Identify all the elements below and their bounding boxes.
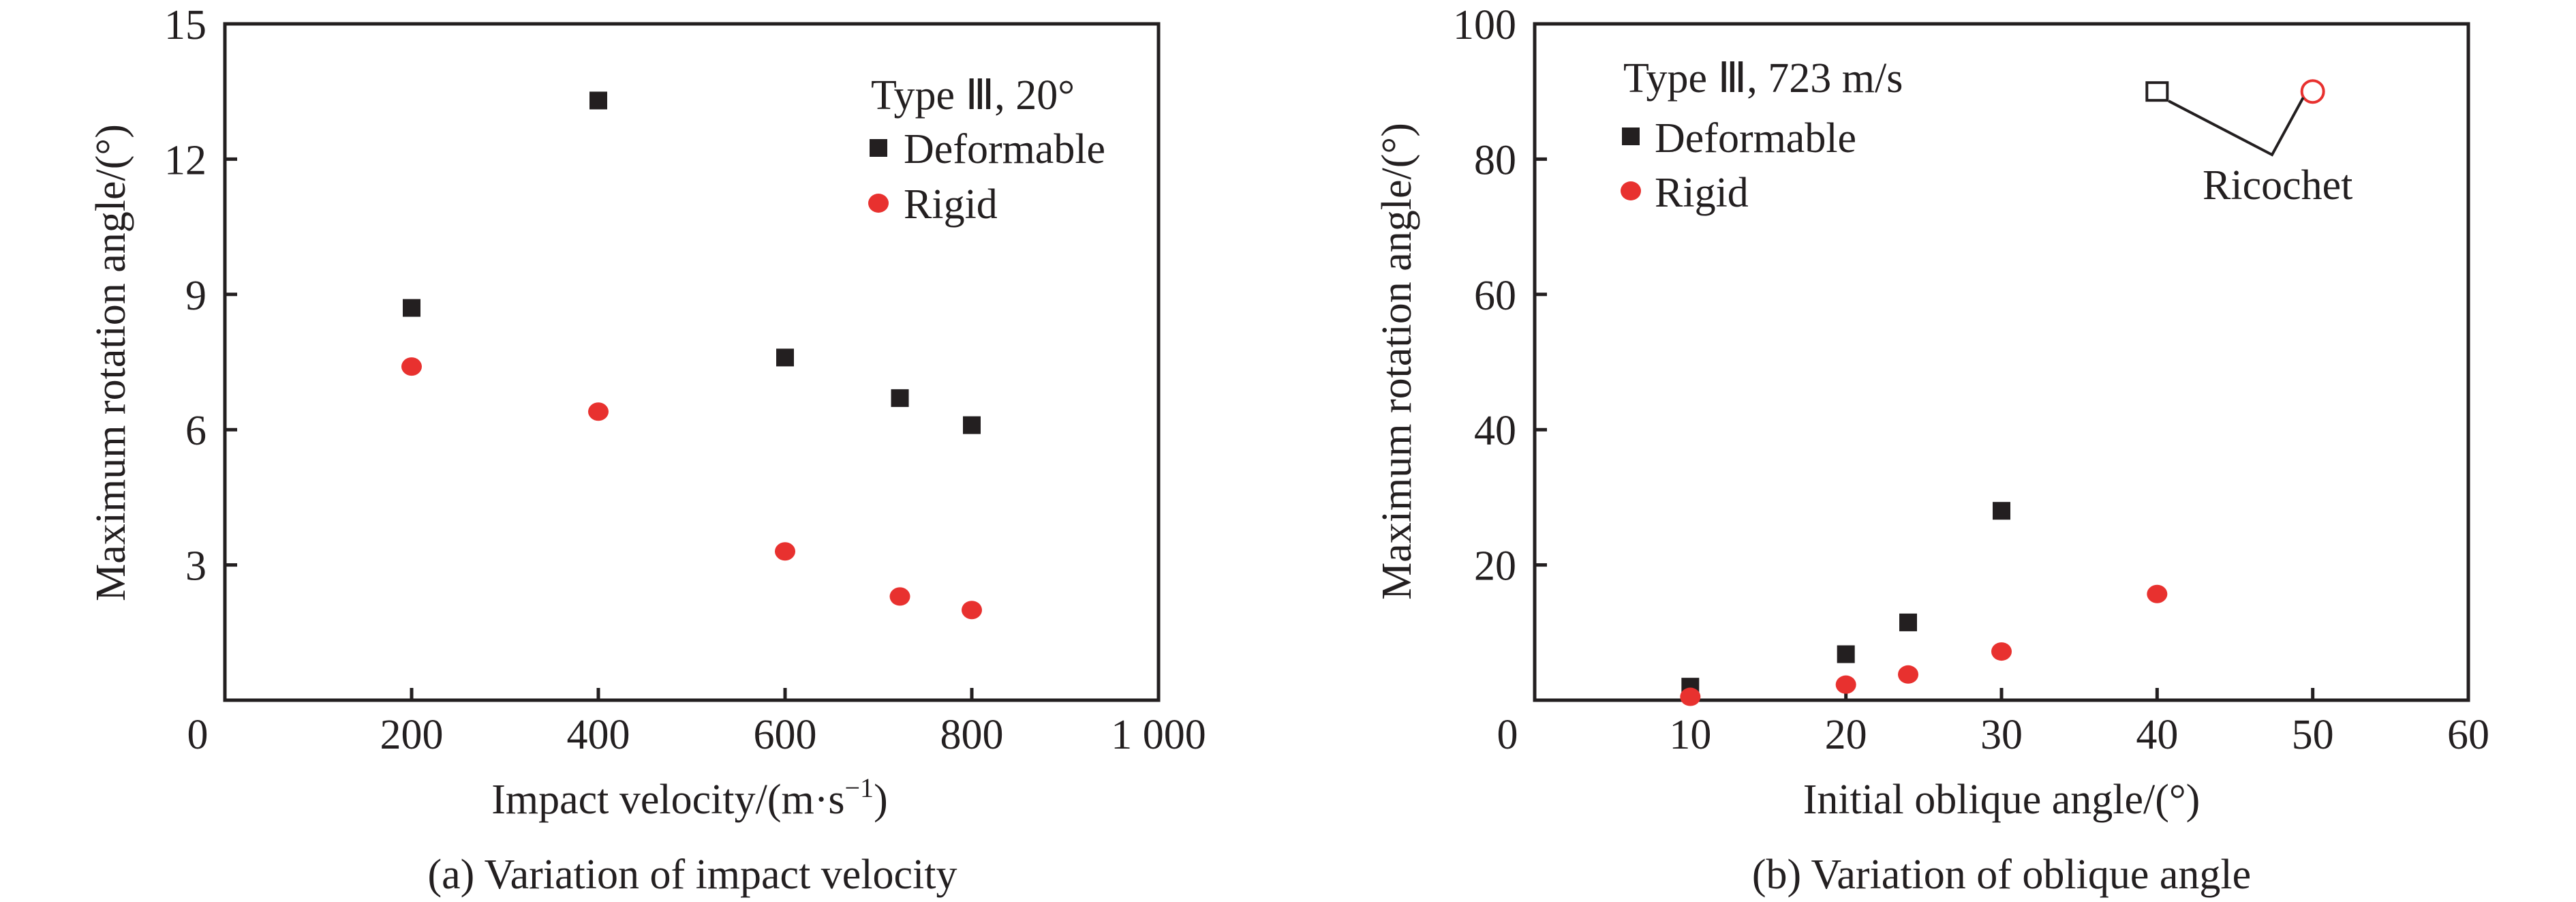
rigid-point bbox=[1835, 675, 1856, 694]
y-tick-label: 20 bbox=[1474, 543, 1516, 590]
y-tick-label: 60 bbox=[1474, 273, 1516, 319]
x-tick-label: 50 bbox=[2292, 712, 2334, 758]
x-tick-label: 40 bbox=[2136, 712, 2178, 758]
legend-square-marker bbox=[1622, 127, 1640, 145]
panel-a-axes bbox=[223, 22, 1161, 702]
panel-a-ticks: 0 200 400 600 800 1 000 3 6 9 12 15 bbox=[164, 2, 1206, 758]
panel-b-legend-rigid: Rigid bbox=[1655, 170, 1749, 216]
legend-circle-marker bbox=[868, 194, 889, 213]
x-tick-label: 1 000 bbox=[1111, 712, 1206, 758]
plot-frame bbox=[223, 22, 1161, 702]
y-tick-label: 40 bbox=[1474, 408, 1516, 454]
rigid-point bbox=[1898, 665, 1918, 684]
ricochet-label: Ricochet bbox=[2203, 162, 2352, 209]
rigid-point bbox=[2147, 584, 2168, 603]
legend-square-marker bbox=[870, 139, 887, 157]
panel-b-x-axis-title: Initial oblique angle/(°) bbox=[1803, 777, 2201, 823]
rigid-ricochet-point bbox=[2300, 79, 2325, 104]
legend-circle-marker bbox=[1621, 181, 1641, 200]
panel-a-legend-rigid: Rigid bbox=[904, 181, 998, 228]
x-tick-label: 200 bbox=[380, 712, 444, 758]
panel-a-legend: Type Ⅲ, 20° Deformable Rigid bbox=[868, 72, 1105, 228]
rigid-point bbox=[775, 542, 795, 561]
panel-a-legend-title: Type Ⅲ, 20° bbox=[871, 72, 1075, 119]
panel-a-caption: (a) Variation of impact velocity bbox=[427, 852, 957, 898]
panel-a-x-axis-title: Impact velocity/(m·s−1) bbox=[491, 772, 887, 823]
panel-b-chart: 0 10 20 30 40 50 60 20 40 60 80 100 Maximum rotatio… bbox=[1374, 2, 2489, 898]
deformable-point bbox=[891, 389, 909, 407]
panel-a-x-axis-title-sup: −1 bbox=[845, 772, 874, 803]
deformable-point bbox=[589, 91, 607, 110]
deformable-point bbox=[776, 348, 794, 367]
panel-a-legend-deformable: Deformable bbox=[904, 126, 1105, 172]
ricochet-annotation: Ricochet bbox=[2168, 97, 2352, 209]
rigid-point bbox=[1680, 687, 1701, 706]
x-tick-label: 400 bbox=[567, 712, 630, 758]
deformable-point bbox=[1899, 613, 1917, 631]
x-tick-label: 10 bbox=[1669, 712, 1711, 758]
panel-b-legend-title: Type Ⅲ, 723 m/s bbox=[1623, 55, 1903, 102]
x-tick-label: 30 bbox=[1980, 712, 2023, 758]
panel-b-y-axis-title: Maximum rotation angle/(°) bbox=[1374, 123, 1420, 600]
y-tick-label: 6 bbox=[185, 408, 206, 454]
deformable-point bbox=[963, 416, 981, 434]
deformable-point bbox=[1837, 645, 1855, 663]
x-tick-label: 600 bbox=[754, 712, 817, 758]
panel-b-points bbox=[1680, 79, 2325, 706]
panel-a-y-axis-title: Maximum rotation angle/(°) bbox=[88, 124, 134, 601]
ricochet-leader-line bbox=[2168, 97, 2305, 157]
panel-b-ticks: 0 10 20 30 40 50 60 20 40 60 80 100 bbox=[1453, 2, 2489, 758]
y-tick-label: 12 bbox=[164, 137, 206, 183]
rigid-point bbox=[401, 357, 422, 376]
x-tick-label: 20 bbox=[1825, 712, 1867, 758]
y-tick-label: 9 bbox=[185, 273, 206, 319]
panel-b-legend: Type Ⅲ, 723 m/s Deformable Rigid bbox=[1621, 55, 1903, 216]
panel-b-caption: (b) Variation of oblique angle bbox=[1752, 852, 2251, 898]
x-tick-label: 0 bbox=[1497, 712, 1518, 758]
y-tick-label: 80 bbox=[1474, 137, 1516, 183]
deformable-point bbox=[1993, 502, 2010, 520]
x-tick-label: 800 bbox=[940, 712, 1004, 758]
panel-a-chart: 0 200 400 600 800 1 000 3 6 9 12 15 Maximum rotati… bbox=[88, 2, 1206, 898]
deformable-ricochet-point bbox=[2145, 81, 2169, 102]
rigid-point bbox=[962, 601, 982, 620]
rigid-point bbox=[1991, 642, 2012, 661]
y-tick-label: 15 bbox=[164, 2, 206, 48]
x-tick-label: 60 bbox=[2447, 712, 2489, 758]
panel-a-points bbox=[401, 91, 982, 620]
panel-a-x-axis-title-main: Impact velocity/(m·s bbox=[491, 777, 844, 823]
rigid-point bbox=[889, 587, 910, 606]
panel-a-x-axis-title-end: ) bbox=[874, 777, 888, 823]
x-tick-label: 0 bbox=[187, 712, 209, 758]
panel-b-legend-deformable: Deformable bbox=[1655, 115, 1856, 162]
y-tick-label: 100 bbox=[1453, 2, 1516, 48]
deformable-point bbox=[403, 299, 420, 317]
y-tick-label: 3 bbox=[185, 543, 206, 590]
rigid-point bbox=[588, 402, 609, 421]
